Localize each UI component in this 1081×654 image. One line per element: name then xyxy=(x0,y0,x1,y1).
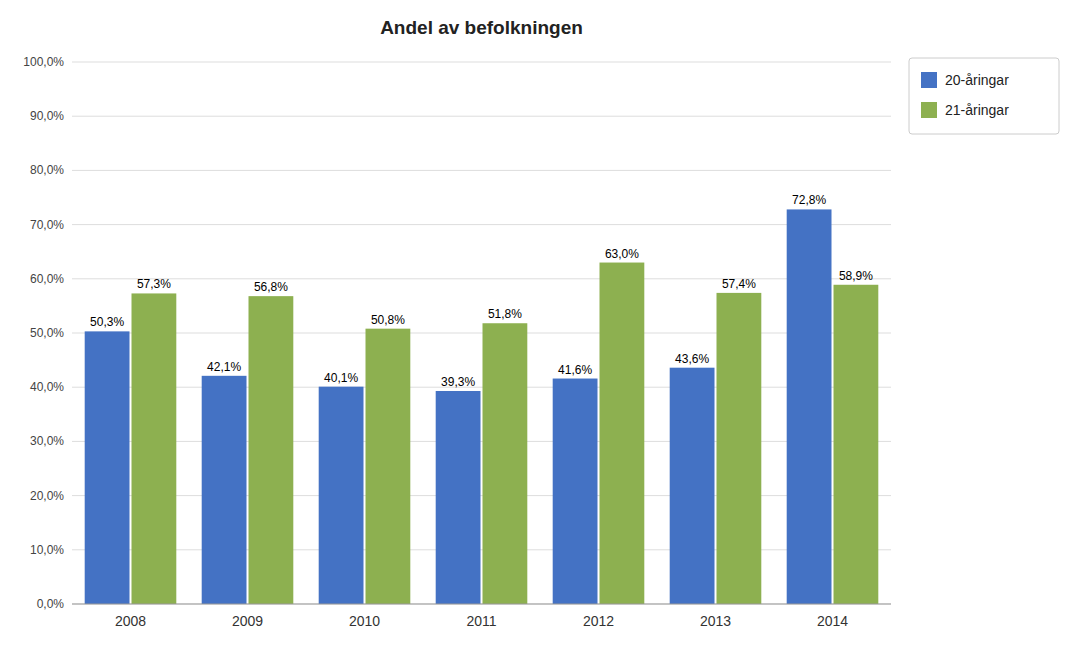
y-tick-label: 90,0% xyxy=(30,109,64,123)
grid-line xyxy=(72,604,891,605)
grid xyxy=(72,62,891,604)
bar xyxy=(670,368,715,604)
grid-line xyxy=(72,495,891,496)
data-label: 56,8% xyxy=(254,280,288,294)
y-tick-label: 30,0% xyxy=(30,434,64,448)
bar xyxy=(319,387,364,604)
grid-line xyxy=(72,387,891,388)
bar xyxy=(249,296,294,604)
y-tick-label: 20,0% xyxy=(30,489,64,503)
y-axis: 0,0% 10,0% 20,0% 30,0% 40,0% 50,0% 60,0% 70,0% 8… xyxy=(23,55,64,611)
data-label: 57,4% xyxy=(722,277,756,291)
bar xyxy=(202,376,247,604)
y-tick-label: 50,0% xyxy=(30,326,64,340)
legend-label: 20-åringar xyxy=(945,72,1009,88)
grid-line xyxy=(72,224,891,225)
grid-line xyxy=(72,62,891,63)
x-tick-label: 2011 xyxy=(466,613,496,629)
x-tick-label: 2013 xyxy=(700,613,731,629)
x-tick-label: 2009 xyxy=(232,613,263,629)
data-label: 42,1% xyxy=(207,360,241,374)
x-tick-label: 2008 xyxy=(115,613,146,629)
data-label: 57,3% xyxy=(137,277,171,291)
bar xyxy=(787,209,832,604)
legend-label: 21-åringar xyxy=(945,102,1009,118)
data-label: 41,6% xyxy=(558,363,592,377)
bar xyxy=(436,391,481,604)
data-label: 40,1% xyxy=(324,371,358,385)
bar xyxy=(483,323,528,604)
data-label: 50,3% xyxy=(90,315,124,329)
data-label: 63,0% xyxy=(605,247,639,261)
bar xyxy=(553,379,598,604)
data-label: 43,6% xyxy=(675,352,709,366)
bar xyxy=(85,331,130,604)
bar xyxy=(717,293,762,604)
legend-swatch xyxy=(921,102,937,118)
y-tick-label: 10,0% xyxy=(30,543,64,557)
y-tick-label: 0,0% xyxy=(37,597,65,611)
title: Andel av befolkningen xyxy=(380,17,583,38)
grid-line xyxy=(72,170,891,171)
grid-line xyxy=(72,333,891,334)
legend-swatch xyxy=(921,72,937,88)
bar xyxy=(600,263,645,604)
chart: Andel av befolkningen 0,0% 10,0% 20,0% 30,0%… xyxy=(0,0,1081,654)
bar xyxy=(366,329,411,604)
data-labels: 50,3% 42,1% 40,1% 39,3% 41,6% 43,6% 72,8% 57,3%… xyxy=(90,193,873,389)
bar xyxy=(834,285,879,604)
grid-line xyxy=(72,549,891,550)
x-tick-label: 2014 xyxy=(817,613,848,629)
grid-line xyxy=(72,441,891,442)
y-tick-label: 80,0% xyxy=(30,163,64,177)
x-tick-label: 2010 xyxy=(349,613,380,629)
data-label: 50,8% xyxy=(371,313,405,327)
legend: 20-åringar 21-åringar xyxy=(909,58,1059,134)
grid-line xyxy=(72,116,891,117)
data-label: 39,3% xyxy=(441,375,475,389)
y-tick-label: 70,0% xyxy=(30,218,64,232)
x-axis-line xyxy=(72,604,891,605)
data-label: 58,9% xyxy=(839,269,873,283)
legend-box xyxy=(909,58,1059,134)
y-tick-label: 40,0% xyxy=(30,380,64,394)
y-tick-label: 60,0% xyxy=(30,272,64,286)
y-tick-label: 100,0% xyxy=(23,55,64,69)
x-tick-label: 2012 xyxy=(583,613,614,629)
bar xyxy=(132,293,177,604)
bars xyxy=(85,209,879,604)
grid-line xyxy=(72,278,891,279)
x-axis: 2008 2009 2010 2011 2012 2013 2014 xyxy=(72,604,891,629)
data-label: 72,8% xyxy=(792,193,826,207)
data-label: 51,8% xyxy=(488,307,522,321)
